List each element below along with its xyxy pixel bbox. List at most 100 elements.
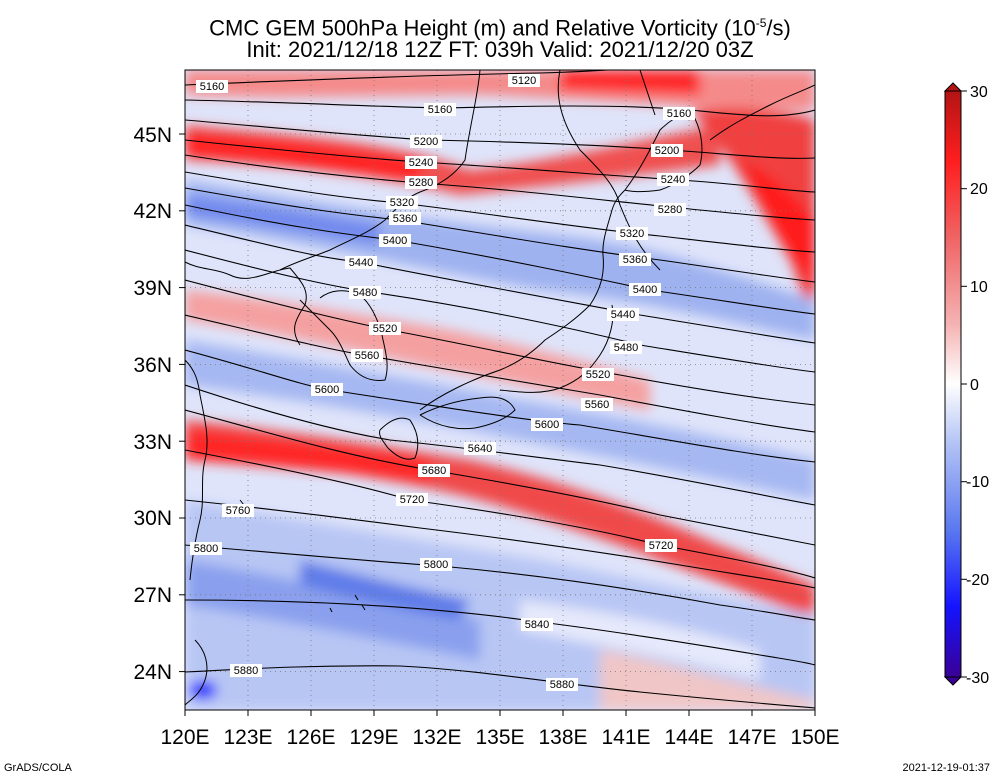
contour-label: 5160 xyxy=(663,107,695,120)
x-tick-label: 147E xyxy=(727,726,776,749)
svg-text:5160: 5160 xyxy=(667,108,691,120)
y-tick-label: 33N xyxy=(133,431,172,454)
svg-text:5400: 5400 xyxy=(633,284,657,296)
svg-text:5600: 5600 xyxy=(315,384,339,396)
contour-label: 5600 xyxy=(531,418,563,431)
contour-label: 5560 xyxy=(581,398,613,411)
y-tick-labels: 24N 27N 30N 33N 36N 39N 42N 45N xyxy=(133,124,172,684)
svg-text:5520: 5520 xyxy=(586,369,610,381)
contour-label: 5360 xyxy=(389,212,421,225)
contour-label: 5520 xyxy=(582,368,614,381)
contour-label: 5240 xyxy=(657,173,689,186)
contour-label: 5720 xyxy=(645,539,677,552)
y-tick-label: 36N xyxy=(133,354,172,377)
colorbar-tick-label: 20 xyxy=(970,181,988,198)
x-tick-label: 135E xyxy=(475,726,524,749)
footer-credit: GrADS/COLA xyxy=(4,762,72,774)
svg-text:5800: 5800 xyxy=(424,559,448,571)
colorbar-tick-label: 0 xyxy=(970,377,979,394)
contour-labels: 5160 5120 5160 5160 5200 5200 5240 5240 … xyxy=(190,74,695,691)
contour-label: 5480 xyxy=(349,286,381,299)
contour-label: 5200 xyxy=(410,135,442,148)
y-tick-label: 24N xyxy=(133,661,172,684)
contour-label: 5880 xyxy=(230,664,262,677)
contour-label: 5400 xyxy=(379,234,411,247)
svg-text:5800: 5800 xyxy=(194,543,218,555)
svg-text:5480: 5480 xyxy=(614,342,638,354)
contour-label: 5760 xyxy=(222,504,254,517)
svg-text:5720: 5720 xyxy=(649,540,673,552)
contour-label: 5160 xyxy=(196,80,228,93)
colorbar-bar xyxy=(944,90,962,678)
colorbar-tick-label: 30 xyxy=(970,84,988,101)
svg-text:5400: 5400 xyxy=(383,235,407,247)
svg-text:5560: 5560 xyxy=(355,350,379,362)
x-tick-label: 141E xyxy=(601,726,650,749)
svg-text:5520: 5520 xyxy=(373,323,397,335)
colorbar-tick-label: 10 xyxy=(970,279,988,296)
x-tick-label: 123E xyxy=(223,726,272,749)
contour-label: 5560 xyxy=(351,349,383,362)
svg-text:5640: 5640 xyxy=(468,443,492,455)
svg-text:5360: 5360 xyxy=(623,254,647,266)
colorbar-min-arrow xyxy=(943,676,963,686)
svg-text:5280: 5280 xyxy=(409,177,433,189)
svg-text:5440: 5440 xyxy=(611,309,635,321)
x-tick-label: 144E xyxy=(664,726,713,749)
contour-label: 5440 xyxy=(607,308,639,321)
svg-text:5760: 5760 xyxy=(226,505,250,517)
chart-subtitle: Init: 2021/12/18 12Z FT: 039h Valid: 202… xyxy=(246,37,754,62)
contour-label: 5800 xyxy=(190,542,222,555)
contour-label: 5200 xyxy=(651,144,683,157)
svg-text:5120: 5120 xyxy=(512,75,536,87)
axis-ticks xyxy=(179,133,816,716)
svg-text:5240: 5240 xyxy=(409,157,433,169)
footer-timestamp: 2021-12-19-01:37 xyxy=(902,762,990,774)
contour-label: 5320 xyxy=(616,227,648,240)
colorbar-max-arrow xyxy=(943,82,963,92)
contour-label: 5720 xyxy=(396,493,428,506)
x-tick-label: 129E xyxy=(349,726,398,749)
y-tick-label: 42N xyxy=(133,200,172,223)
svg-text:5280: 5280 xyxy=(658,204,682,216)
svg-text:5840: 5840 xyxy=(525,619,549,631)
svg-text:5160: 5160 xyxy=(428,104,452,116)
svg-text:5880: 5880 xyxy=(550,679,574,691)
x-tick-label: 150E xyxy=(790,726,839,749)
y-tick-label: 27N xyxy=(133,584,172,607)
y-tick-label: 39N xyxy=(133,277,172,300)
contour-label: 5880 xyxy=(546,678,578,691)
contour-label: 5600 xyxy=(311,383,343,396)
y-tick-label: 30N xyxy=(133,507,172,530)
contour-label: 5280 xyxy=(654,203,686,216)
contour-label: 5480 xyxy=(610,341,642,354)
svg-text:5200: 5200 xyxy=(655,145,679,157)
svg-text:5360: 5360 xyxy=(393,213,417,225)
x-tick-labels: 120E 123E 126E 129E 132E 135E 138E 141E … xyxy=(160,726,839,749)
x-tick-label: 138E xyxy=(538,726,587,749)
svg-text:5200: 5200 xyxy=(414,136,438,148)
contour-label: 5520 xyxy=(369,322,401,335)
svg-text:5320: 5320 xyxy=(390,197,414,209)
height-contours xyxy=(185,70,815,709)
svg-text:5720: 5720 xyxy=(400,494,424,506)
contour-label: 5160 xyxy=(424,103,456,116)
svg-text:5880: 5880 xyxy=(234,665,258,677)
contour-label: 5400 xyxy=(629,283,661,296)
svg-text:5440: 5440 xyxy=(349,257,373,269)
contour-label: 5280 xyxy=(405,176,437,189)
svg-text:5320: 5320 xyxy=(620,228,644,240)
x-tick-label: 132E xyxy=(412,726,461,749)
contour-label: 5440 xyxy=(345,256,377,269)
svg-text:5600: 5600 xyxy=(535,419,559,431)
colorbar-tick-label: -10 xyxy=(966,474,989,491)
colorbar-tick-label: -20 xyxy=(966,572,989,589)
contour-label: 5360 xyxy=(619,253,651,266)
x-tick-label: 120E xyxy=(160,726,209,749)
colorbar-tick-label: -30 xyxy=(966,670,989,687)
contour-label: 5320 xyxy=(386,196,418,209)
y-tick-label: 45N xyxy=(133,124,172,147)
contour-label: 5240 xyxy=(405,156,437,169)
svg-text:5680: 5680 xyxy=(422,465,446,477)
chart-title: CMC GEM 500hPa Height (m) and Relative V… xyxy=(209,15,791,41)
